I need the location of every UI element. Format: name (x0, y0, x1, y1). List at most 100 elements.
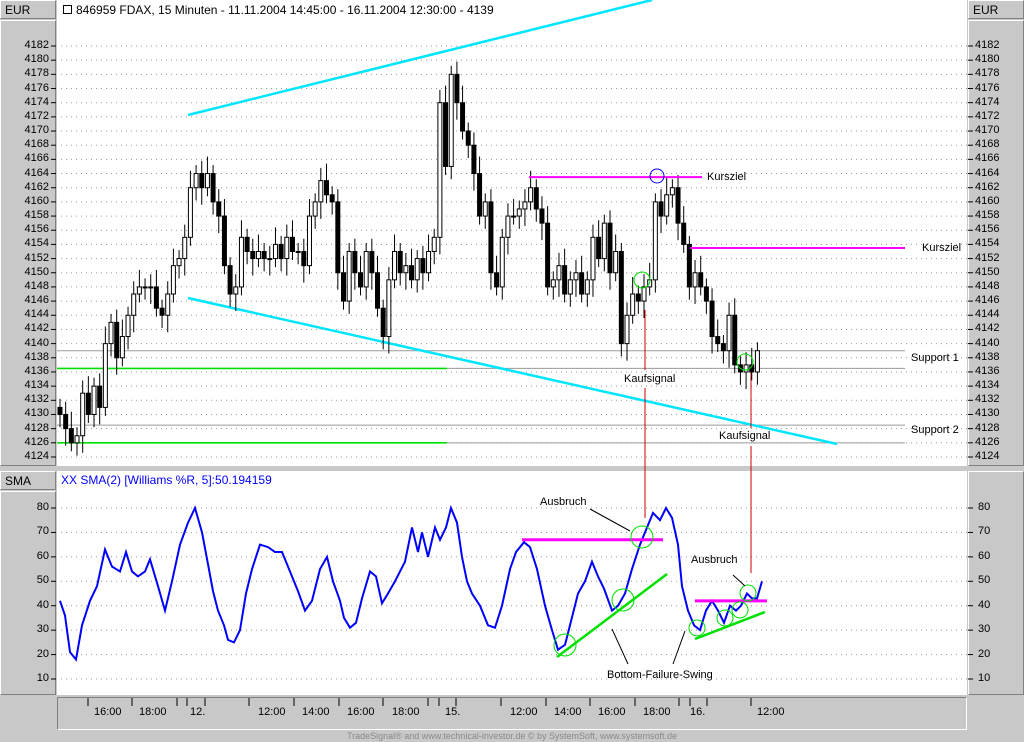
indicator-tick-label-left: 10 (36, 672, 49, 684)
candle-body (692, 272, 698, 288)
candle-body (301, 250, 307, 267)
candle-body (380, 307, 386, 338)
price-tick-label-right: 4168 (975, 138, 1000, 151)
candle-body (352, 250, 358, 274)
candle-body (630, 293, 636, 316)
candle-body (550, 279, 556, 288)
candle-body (613, 250, 619, 274)
candle-body (511, 215, 517, 218)
candle-body (426, 250, 432, 274)
price-tick-label-left: 4176 (24, 81, 49, 94)
candle-body (528, 187, 534, 203)
time-tick-label: 18:00 (643, 706, 671, 718)
candle-body (618, 250, 624, 345)
annotation-leader-line (732, 574, 746, 587)
price-tick-label-left: 4130 (24, 407, 49, 420)
price-tick-label-left: 4156 (24, 223, 49, 236)
price-tick-label-left: 4142 (24, 322, 49, 335)
candle-body (448, 73, 454, 167)
candle-body (227, 265, 233, 295)
candle-body (233, 286, 239, 295)
annotation-leader-line (589, 508, 631, 532)
crosshair-icon (63, 5, 72, 14)
candle-body (443, 102, 449, 167)
time-tick-label: 16:00 (598, 706, 626, 718)
time-tick-label: 14:00 (554, 706, 582, 718)
candle-body (686, 243, 692, 288)
candle-body (437, 102, 443, 238)
candle-body (159, 307, 165, 316)
candle-body (607, 222, 613, 274)
price-tick-label-right: 4170 (975, 124, 1000, 137)
price-tick-label-right: 4162 (975, 180, 1000, 193)
indicator-tick-label-left: 30 (36, 623, 49, 636)
candle-body (675, 187, 681, 224)
price-axis-left[interactable] (0, 20, 56, 466)
price-chart-panel[interactable] (57, 0, 967, 466)
price-tick-label-left: 4124 (24, 449, 49, 462)
indicator-axis-left[interactable] (0, 491, 56, 695)
price-tick-label-left: 4164 (24, 166, 49, 179)
annotation-leader-line (611, 628, 629, 665)
candle-body (522, 201, 528, 210)
candle-body (363, 250, 369, 288)
price-tick-label-left: 4168 (24, 138, 49, 151)
candle-body (715, 336, 721, 345)
time-tick-label: 12:00 (510, 706, 538, 718)
bottom-failure-swing-label: Bottom-Failure-Swing (607, 669, 713, 681)
candle-body (409, 265, 415, 281)
candle-body (698, 272, 704, 288)
candle-body (108, 321, 114, 345)
indicator-tick-label-left: 50 (36, 574, 49, 587)
candle-body (533, 187, 539, 210)
candle-body (454, 73, 460, 104)
indicator-tick-label-left: 40 (36, 598, 49, 611)
kaufsignal-label-2: Kaufsignal (719, 430, 771, 442)
candle-body (414, 258, 420, 281)
signal-circle (553, 633, 577, 657)
candle-body (244, 236, 250, 252)
candle-body (346, 250, 352, 302)
price-tick-label-left: 4140 (24, 336, 49, 349)
time-axis[interactable] (57, 697, 967, 730)
candle-body (284, 236, 290, 260)
price-tick-label-right: 4172 (975, 109, 1000, 122)
price-tick-label-left: 4126 (24, 435, 49, 448)
candle-body (584, 279, 590, 295)
time-tick-label: 15. (445, 706, 461, 718)
candle-body (477, 173, 483, 217)
candle-body (681, 222, 687, 245)
candle-body (318, 180, 324, 203)
candle-body (125, 314, 131, 338)
price-axis-right[interactable] (968, 20, 1024, 466)
candle-body (74, 435, 80, 444)
indicator-title: XX SMA(2) [Williams %R, 5]:50.194159 (61, 473, 272, 487)
indicator-tick-label-right: 40 (978, 598, 991, 611)
candle-body (471, 144, 477, 175)
price-tick-label-left: 4182 (24, 39, 49, 51)
price-tick-label-right: 4156 (975, 223, 1000, 236)
annotation-leader-line (672, 630, 686, 665)
price-tick-label-right: 4176 (975, 81, 1000, 94)
candle-body (85, 392, 91, 415)
currency-label-left: EUR (0, 0, 56, 19)
price-tick-label-right: 4154 (975, 237, 1000, 250)
candle-body (153, 286, 159, 309)
candle-body (358, 272, 364, 288)
time-tick-label: 12:00 (757, 706, 785, 718)
candle-body (573, 272, 579, 281)
signal-circle (731, 601, 749, 619)
time-tick-label: 16:00 (94, 706, 122, 718)
candle-body (539, 208, 545, 224)
candle-body (505, 215, 511, 238)
price-tick-label-right: 4160 (975, 194, 1000, 207)
bottom-trendline-1 (556, 573, 668, 658)
williams-sma-line (59, 504, 763, 662)
candle-body (142, 286, 148, 289)
candle-body (295, 250, 301, 253)
candle-body (488, 201, 494, 274)
candle-body (193, 173, 199, 189)
candle-body (102, 343, 108, 408)
candle-body (641, 286, 647, 302)
price-tick-label-left: 4136 (24, 364, 49, 377)
